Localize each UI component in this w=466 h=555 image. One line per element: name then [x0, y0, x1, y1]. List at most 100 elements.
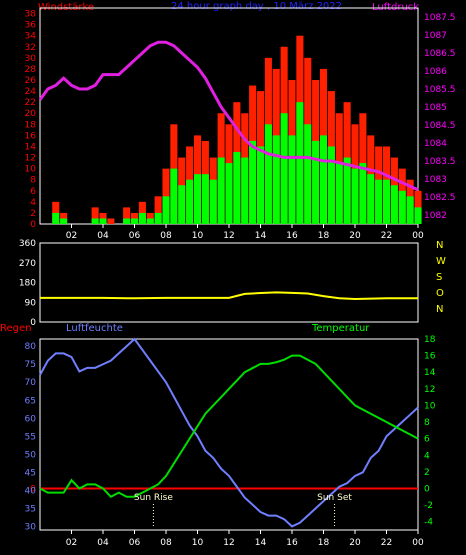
mean-wind-bar [146, 218, 154, 224]
temperature-tick-label: 2 [424, 468, 430, 478]
time-tick-label: 16 [286, 231, 298, 241]
wind-tick-label: 26 [25, 76, 37, 86]
wind-tick-label: 6 [30, 187, 36, 197]
pressure-tick-label: 1085 [424, 103, 447, 113]
mean-wind-bar [170, 168, 178, 224]
time-tick-label: 22 [381, 538, 392, 548]
temperature-tick-label: 16 [424, 352, 436, 362]
pressure-tick-label: 1083.5 [424, 157, 456, 167]
wind-tick-label: 32 [25, 43, 36, 53]
humidity-axis-title: Luftfeuchte [66, 323, 123, 334]
temperature-tick-label: 6 [424, 435, 430, 445]
rain-axis-title: Regen [0, 323, 32, 334]
mean-wind-bar [406, 196, 414, 224]
mean-wind-bar [382, 179, 391, 224]
temperature-tick-label: 12 [424, 385, 435, 395]
mean-wind-bar [343, 157, 351, 224]
time-tick-label: 18 [318, 231, 330, 241]
mean-wind-bar [186, 179, 194, 224]
wind-tick-label: 24 [25, 87, 37, 97]
humidity-tick-label: 35 [25, 504, 36, 514]
pressure-tick-label: 1083 [424, 175, 447, 185]
mean-wind-bar [256, 146, 265, 224]
mean-wind-bar [367, 174, 375, 224]
direction-letter: O [436, 288, 444, 299]
pressure-tick-label: 1084 [424, 139, 447, 149]
mean-wind-bar [209, 179, 217, 224]
temperature-tick-label: 8 [424, 418, 430, 428]
temperature-tick-label: 10 [424, 401, 436, 411]
mean-wind-bar [351, 168, 359, 224]
time-tick-label: 10 [192, 231, 204, 241]
humidity-tick-label: 45 [25, 468, 36, 478]
mean-wind-bar [138, 212, 146, 224]
time-tick-label: 08 [160, 231, 172, 241]
mean-wind-bar [327, 146, 335, 224]
mean-wind-bar [233, 152, 241, 224]
wind-tick-label: 18 [25, 120, 37, 130]
mean-wind-bar [241, 157, 249, 224]
mean-wind-bar [272, 135, 280, 224]
time-tick-label: 08 [160, 538, 172, 548]
sun-event-label: Sun Rise [134, 493, 173, 503]
humidity-axis-ticks: 30 35 40 45 50 55 60 65 70 75 80 [25, 342, 37, 532]
time-tick-label: 04 [97, 231, 109, 241]
pressure-tick-label: 1087 [424, 31, 447, 41]
humidity-tick-label: 80 [25, 342, 37, 352]
time-tick-label: 06 [129, 231, 141, 241]
direction-letter: S [436, 272, 442, 283]
pressure-tick-label: 1087.5 [424, 13, 456, 23]
time-tick-label: 12 [223, 231, 234, 241]
sun-markers: Sun Rise Sun Set [134, 493, 352, 528]
direction-letter: N [436, 304, 443, 315]
direction-tick-label: 360 [19, 239, 36, 249]
humidity-tick-label: 60 [25, 414, 37, 424]
direction-letter: N [436, 240, 443, 251]
mean-wind-bar [312, 140, 320, 224]
wind-tick-label: 34 [25, 32, 37, 42]
time-tick-label: 04 [97, 538, 109, 548]
humidity-line [39, 337, 419, 528]
temperature-axis-ticks: -4 -2 0 2 4 6 8 10 12 14 16 18 [424, 335, 436, 528]
mean-wind-bar [201, 174, 209, 224]
rain-zero-label: 0 [30, 484, 36, 494]
time-tick-label: 00 [412, 231, 424, 241]
wind-tick-label: 14 [25, 142, 37, 152]
mean-wind-bar [91, 218, 99, 224]
pressure-tick-label: 1086.5 [424, 49, 456, 59]
direction-tick-label: 270 [19, 259, 36, 269]
wind-time-ticks: 02 04 06 08 10 12 14 16 18 20 22 00 [66, 224, 424, 241]
pressure-tick-label: 1086 [424, 67, 447, 77]
humidity-tick-label: 75 [25, 360, 36, 370]
humidity-tick-label: 55 [25, 432, 36, 442]
wind-tick-label: 10 [25, 165, 37, 175]
wind-tick-label: 20 [25, 109, 37, 119]
mean-wind-bar [280, 113, 288, 224]
wind-tick-label: 12 [25, 154, 36, 164]
humidity-tick-label: 70 [25, 378, 37, 388]
mean-wind-bar [130, 218, 139, 224]
gust-bar [154, 196, 162, 224]
sun-event-label: Sun Set [317, 493, 352, 503]
mean-wind-bar [288, 135, 296, 224]
chart-title: 24 hour graph day , 10 März 2022 [171, 1, 342, 12]
pressure-tick-label: 1085.5 [424, 85, 456, 95]
time-tick-label: 14 [255, 538, 267, 548]
wind-tick-label: 30 [25, 54, 37, 64]
mean-wind-bar [154, 212, 162, 224]
temperature-tick-label: -2 [424, 501, 433, 511]
time-tick-label: 16 [286, 538, 298, 548]
time-tick-label: 06 [129, 538, 141, 548]
wind-tick-label: 4 [30, 198, 36, 208]
time-tick-label: 02 [66, 231, 77, 241]
temperature-axis-title: Temperatur [311, 323, 370, 334]
mean-wind-bar [296, 102, 304, 224]
mean-wind-bar [359, 163, 367, 224]
pressure-tick-label: 1082 [424, 211, 447, 221]
direction-tick-label: 90 [25, 298, 37, 308]
humidity-tick-label: 65 [25, 396, 36, 406]
mean-wind-bar [319, 135, 328, 224]
mean-wind-bar [375, 179, 383, 224]
